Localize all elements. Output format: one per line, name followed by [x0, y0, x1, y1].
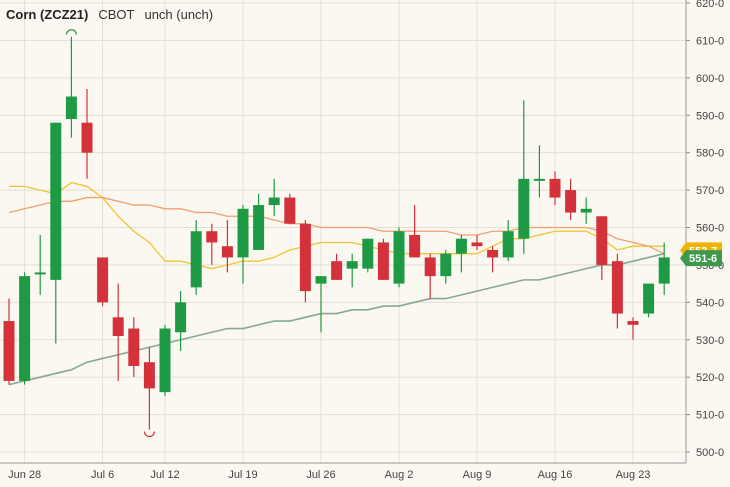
ma-mid-line: [8, 196, 665, 255]
candle-body: [315, 276, 327, 284]
price-tag: [680, 250, 722, 267]
low-marker: [143, 431, 155, 438]
candle-body: [627, 321, 639, 325]
candle-body: [112, 317, 124, 337]
candle-body: [643, 283, 655, 314]
x-tick-label: Aug 9: [463, 469, 492, 481]
candle-body: [611, 261, 623, 314]
x-tick-label: Aug 2: [385, 469, 414, 481]
candle-body: [518, 178, 530, 239]
candle-body: [299, 223, 311, 292]
candle-body: [253, 205, 265, 250]
y-tick-label: 610-0: [696, 35, 724, 47]
candle-body: [533, 178, 545, 181]
x-tick-label: Jul 6: [91, 469, 114, 481]
candle-body: [65, 96, 77, 119]
candle-body: [487, 249, 499, 258]
candle-body: [424, 257, 436, 277]
candle-body: [221, 246, 233, 258]
x-tick-label: Jun 28: [8, 469, 41, 481]
y-tick-label: 560-0: [696, 223, 724, 235]
candle-body: [377, 242, 389, 280]
candle-body: [34, 272, 46, 275]
x-tick-label: Jul 12: [150, 469, 179, 481]
candle-body: [455, 238, 467, 254]
x-tick-label: Jul 26: [306, 469, 335, 481]
x-tick-label: Aug 23: [616, 469, 651, 481]
candle-body: [50, 122, 62, 280]
y-tick-label: 580-0: [696, 148, 724, 160]
candle-body: [362, 238, 374, 269]
candle-body: [580, 208, 592, 213]
candle-body: [3, 321, 15, 381]
candle-body: [175, 302, 187, 333]
candle-body: [596, 216, 608, 265]
change-label: unch (unch): [144, 7, 214, 22]
y-tick-label: 500-0: [696, 447, 724, 459]
y-tick-label: 520-0: [696, 372, 724, 384]
candle-body: [549, 178, 561, 198]
symbol-label: Corn (ZCZ21): [6, 7, 89, 22]
candle-body: [268, 197, 280, 206]
exchange-label: CBOT: [98, 7, 135, 22]
candle-body: [128, 328, 140, 366]
candle-body: [658, 257, 670, 284]
y-tick-label: 530-0: [696, 335, 724, 347]
y-tick-label: 510-0: [696, 410, 724, 422]
candle-body: [393, 231, 405, 284]
candle-body: [237, 208, 249, 258]
x-tick-label: Aug 16: [538, 469, 573, 481]
candle-body: [565, 190, 577, 213]
candle-body: [206, 231, 218, 243]
candle-body: [81, 122, 93, 153]
candle-body: [502, 231, 514, 258]
candle-body: [409, 234, 421, 258]
ma-fast-line: [9, 181, 665, 270]
candle-body: [19, 276, 31, 381]
candle-body: [97, 257, 109, 303]
candle-body: [143, 362, 155, 389]
candle-body: [440, 253, 452, 277]
price-tag-label: 551-6: [689, 253, 717, 265]
candle-body: [190, 231, 202, 288]
chart-legend: Corn (ZCZ21) CBOT unch (unch): [6, 7, 213, 22]
y-tick-label: 570-0: [696, 185, 724, 197]
y-tick-label: 540-0: [696, 297, 724, 309]
candle-body: [159, 328, 171, 393]
y-tick-label: 620-0: [696, 0, 724, 10]
high-marker: [65, 29, 77, 35]
candle-body: [331, 261, 343, 280]
candle-body: [346, 261, 358, 269]
y-tick-label: 590-0: [696, 110, 724, 122]
candle-body: [284, 197, 296, 224]
x-tick-label: Jul 19: [228, 469, 257, 481]
y-tick-label: 600-0: [696, 73, 724, 85]
candle-body: [471, 242, 483, 247]
